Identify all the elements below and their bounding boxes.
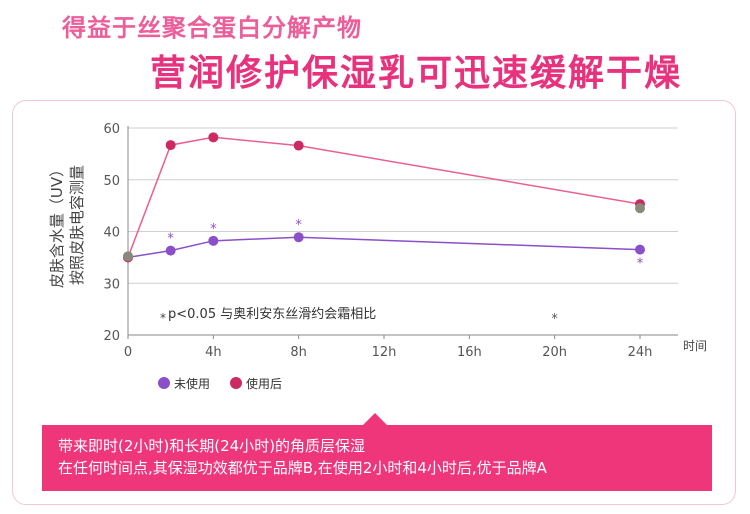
- significance-asterisk: *: [551, 312, 558, 327]
- legend-label: 未使用: [174, 376, 210, 391]
- x-tick-label: 8h: [290, 345, 307, 360]
- chart-frame: [12, 100, 736, 505]
- callout-box: 带来即时(2小时)和长期(24小时)的角质层保湿 在任何时间点,其保湿功效都优于…: [42, 425, 712, 491]
- y-tick-label: 30: [103, 277, 120, 292]
- data-point: [293, 140, 304, 151]
- data-point: [208, 235, 219, 246]
- chart-title: 营润修护保湿乳可迅速缓解干燥: [150, 53, 683, 94]
- data-point: [293, 232, 304, 243]
- x-tick-label: 12h: [372, 345, 397, 360]
- y-axis-label: 按照皮肤电容测量: [68, 165, 86, 285]
- significance-asterisk: *: [637, 257, 644, 272]
- series-line-1: [127, 236, 641, 259]
- x-tick-label: 4h: [205, 345, 222, 360]
- y-tick-label: 20: [103, 329, 120, 344]
- annotation-text: p<0.05 与奥利安东丝滑约会霜相比: [168, 307, 376, 322]
- data-point: [635, 244, 645, 255]
- x-tick-label: 0: [124, 345, 132, 360]
- significance-asterisk: *: [295, 218, 302, 233]
- x-tick-label: 16h: [457, 345, 482, 360]
- legend-label: 使用后: [246, 376, 282, 391]
- significance-asterisk: *: [210, 222, 217, 237]
- x-axis-label: 时间: [683, 339, 707, 353]
- y-tick-label: 60: [103, 122, 120, 137]
- data-point: [165, 245, 176, 256]
- baseline-point: [123, 251, 133, 262]
- x-tick-label: 20h: [542, 345, 567, 360]
- significance-asterisk: *: [167, 232, 174, 247]
- callout-arrow: [363, 413, 387, 425]
- legend-marker: [230, 377, 242, 389]
- annotation-star: *: [160, 311, 166, 325]
- data-point: [208, 132, 219, 143]
- baseline-point: [635, 203, 645, 214]
- legend-marker: [158, 377, 170, 389]
- chart-subtitle: 得益于丝聚合蛋白分解产物: [62, 14, 362, 42]
- y-tick-label: 40: [103, 226, 120, 241]
- x-tick-label: 24h: [628, 345, 653, 360]
- series-line-2: [127, 136, 641, 258]
- data-point: [165, 140, 176, 151]
- y-tick-label: 50: [103, 174, 120, 189]
- y-axis-label: 皮肤含水量（UV）: [48, 162, 66, 288]
- callout-line-2: 在任何时间点,其保湿功效都优于品牌B,在使用2小时和4小时后,优于品牌A: [58, 459, 547, 477]
- callout-line-1: 带来即时(2小时)和长期(24小时)的角质层保湿: [58, 437, 366, 455]
